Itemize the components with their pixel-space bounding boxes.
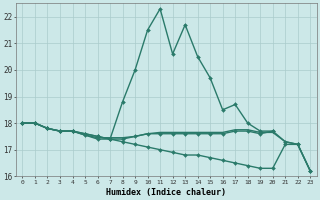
X-axis label: Humidex (Indice chaleur): Humidex (Indice chaleur) — [106, 188, 226, 197]
